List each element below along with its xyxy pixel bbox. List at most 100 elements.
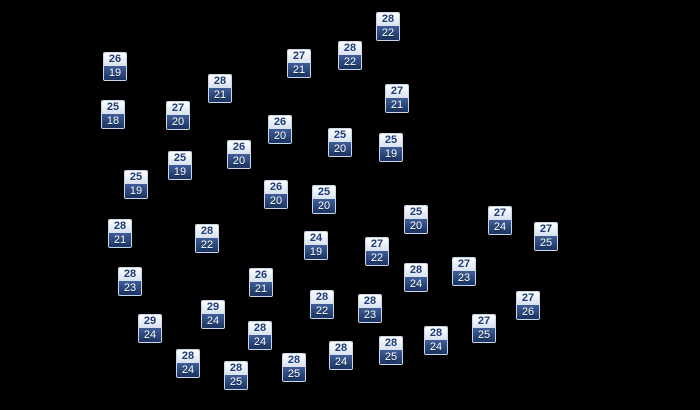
temp-station-marker[interactable]: 25 20 [328,128,352,157]
low-temp-value: 20 [313,199,335,213]
temp-station-marker[interactable]: 28 24 [329,341,353,370]
high-temp-value: 27 [473,315,495,328]
high-temp-value: 24 [305,232,327,245]
low-temp-value: 20 [269,129,291,143]
low-temp-value: 22 [366,251,388,265]
low-temp-value: 24 [330,355,352,369]
temp-station-marker[interactable]: 29 24 [201,300,225,329]
low-temp-value: 26 [517,305,539,319]
temp-station-marker[interactable]: 28 25 [282,353,306,382]
temp-station-marker[interactable]: 29 24 [138,314,162,343]
high-temp-value: 25 [102,101,124,114]
high-temp-value: 29 [139,315,161,328]
temp-station-marker[interactable]: 27 22 [365,237,389,266]
high-temp-value: 25 [329,129,351,142]
temp-station-marker[interactable]: 26 19 [103,52,127,81]
low-temp-value: 25 [535,236,557,250]
high-temp-value: 28 [359,295,381,308]
high-temp-value: 28 [249,322,271,335]
temp-station-marker[interactable]: 27 25 [534,222,558,251]
temp-station-marker[interactable]: 24 19 [304,231,328,260]
temp-station-marker[interactable]: 27 21 [287,49,311,78]
low-temp-value: 21 [288,63,310,77]
temp-station-marker[interactable]: 25 19 [124,170,148,199]
low-temp-value: 25 [380,350,402,364]
low-temp-value: 24 [177,363,199,377]
high-temp-value: 29 [202,301,224,314]
high-temp-value: 28 [380,337,402,350]
high-temp-value: 27 [489,207,511,220]
low-temp-value: 25 [283,367,305,381]
high-temp-value: 27 [517,292,539,305]
low-temp-value: 20 [167,115,189,129]
high-temp-value: 25 [169,152,191,165]
temp-station-marker[interactable]: 28 25 [224,361,248,390]
high-temp-value: 25 [405,206,427,219]
temp-station-marker[interactable]: 27 21 [385,84,409,113]
low-temp-value: 21 [109,233,131,247]
low-temp-value: 24 [139,328,161,342]
high-temp-value: 28 [209,75,231,88]
temp-station-marker[interactable]: 28 21 [208,74,232,103]
low-temp-value: 19 [305,245,327,259]
high-temp-value: 28 [177,350,199,363]
low-temp-value: 25 [225,375,247,389]
temp-station-marker[interactable]: 27 26 [516,291,540,320]
temp-station-marker[interactable]: 25 20 [312,185,336,214]
high-temp-value: 28 [339,42,361,55]
temp-station-marker[interactable]: 28 24 [248,321,272,350]
high-temp-value: 26 [269,116,291,129]
temp-station-marker[interactable]: 25 19 [379,133,403,162]
temp-station-marker[interactable]: 27 20 [166,101,190,130]
high-temp-value: 27 [386,85,408,98]
low-temp-value: 21 [209,88,231,102]
temp-station-marker[interactable]: 25 20 [404,205,428,234]
high-temp-value: 28 [311,291,333,304]
temp-station-marker[interactable]: 28 23 [358,294,382,323]
temp-station-marker[interactable]: 28 24 [176,349,200,378]
temp-station-marker[interactable]: 28 22 [310,290,334,319]
low-temp-value: 19 [104,66,126,80]
high-temp-value: 27 [366,238,388,251]
temp-station-marker[interactable]: 26 20 [227,140,251,169]
temp-station-marker[interactable]: 25 19 [168,151,192,180]
temp-station-marker[interactable]: 28 25 [379,336,403,365]
temp-station-marker[interactable]: 28 24 [424,326,448,355]
high-temp-value: 26 [250,269,272,282]
high-temp-value: 27 [453,258,475,271]
high-temp-value: 28 [425,327,447,340]
high-temp-value: 26 [265,181,287,194]
high-temp-value: 28 [225,362,247,375]
high-temp-value: 25 [125,171,147,184]
low-temp-value: 19 [380,147,402,161]
low-temp-value: 24 [249,335,271,349]
temp-station-marker[interactable]: 28 23 [118,267,142,296]
temp-station-marker[interactable]: 27 24 [488,206,512,235]
high-temp-value: 25 [380,134,402,147]
temp-station-marker[interactable]: 28 21 [108,219,132,248]
temp-station-marker[interactable]: 28 22 [195,224,219,253]
low-temp-value: 21 [250,282,272,296]
low-temp-value: 19 [125,184,147,198]
temp-station-marker[interactable]: 28 22 [376,12,400,41]
high-temp-value: 28 [109,220,131,233]
high-temp-value: 28 [330,342,352,355]
high-temp-value: 25 [313,186,335,199]
high-temp-value: 27 [288,50,310,63]
temp-station-marker[interactable]: 26 20 [264,180,288,209]
low-temp-value: 20 [265,194,287,208]
low-temp-value: 23 [453,271,475,285]
low-temp-value: 22 [339,55,361,69]
low-temp-value: 24 [202,314,224,328]
temp-station-marker[interactable]: 26 21 [249,268,273,297]
temp-station-marker[interactable]: 28 24 [404,263,428,292]
temp-station-marker[interactable]: 26 20 [268,115,292,144]
temp-station-marker[interactable]: 27 25 [472,314,496,343]
temp-station-marker[interactable]: 28 22 [338,41,362,70]
high-temp-value: 27 [167,102,189,115]
high-temp-value: 28 [377,13,399,26]
temp-station-marker[interactable]: 25 18 [101,100,125,129]
temp-station-marker[interactable]: 27 23 [452,257,476,286]
low-temp-value: 20 [228,154,250,168]
